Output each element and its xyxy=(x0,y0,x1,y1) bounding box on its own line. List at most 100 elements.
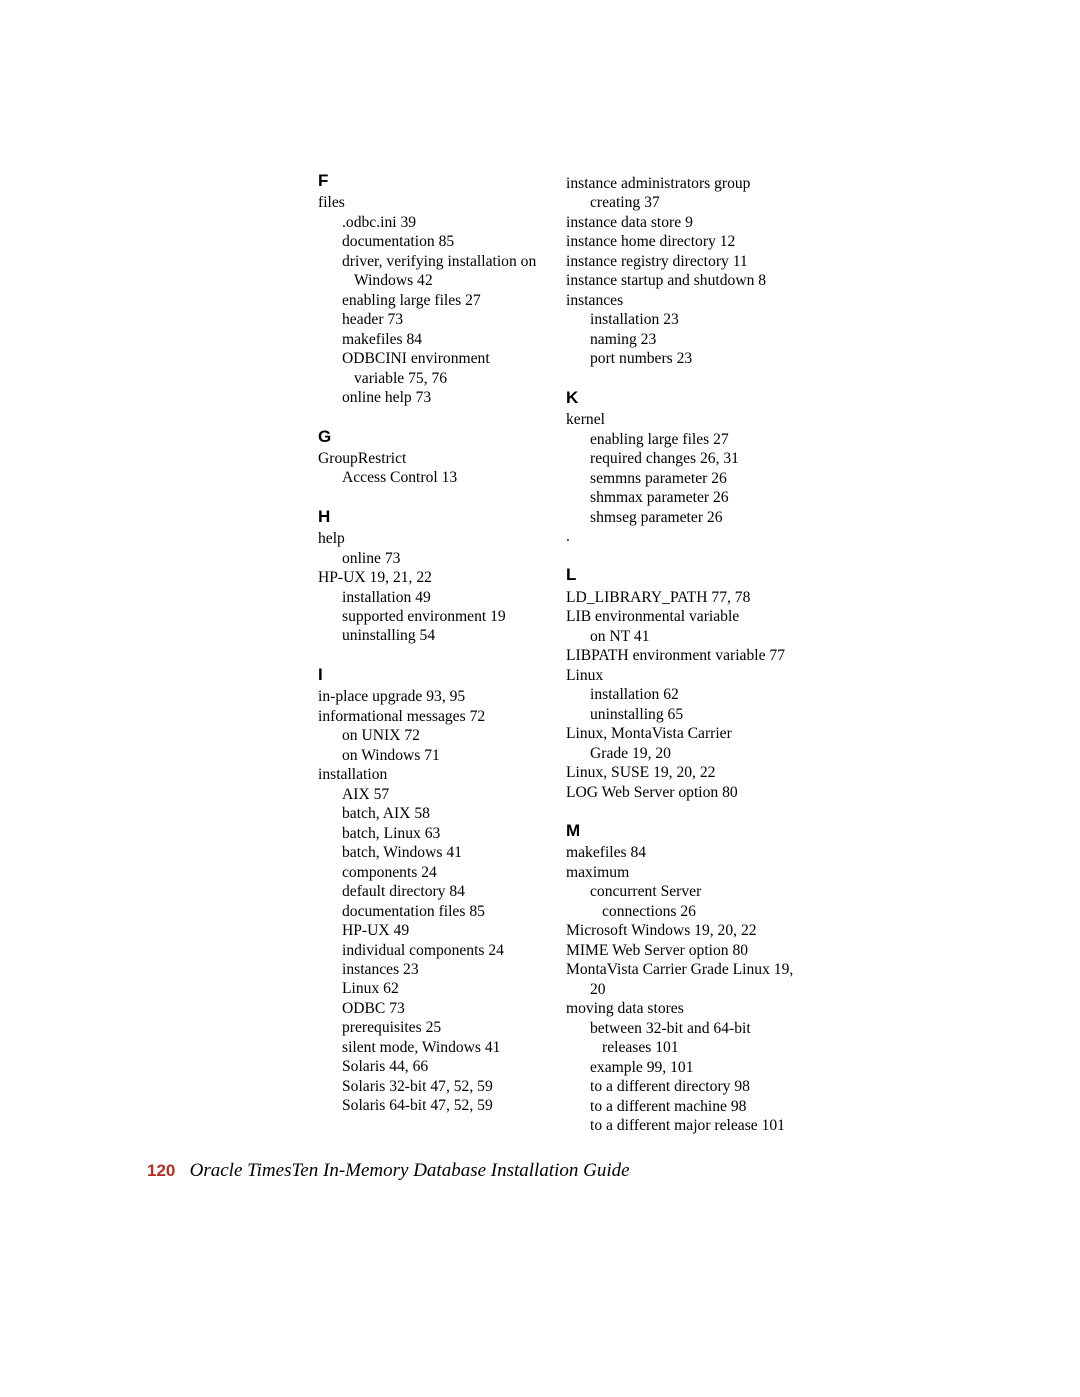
index-entry[interactable]: Access Control 13 xyxy=(342,468,546,487)
index-entry[interactable]: shmmax parameter 26 xyxy=(590,488,794,507)
section-letter-k: K xyxy=(566,387,794,408)
index-entry[interactable]: between 32-bit and 64-bit xyxy=(590,1019,794,1038)
index-entry[interactable]: AIX 57 xyxy=(342,785,546,804)
index-entry[interactable]: driver, verifying installation on xyxy=(342,252,546,271)
index-entry[interactable]: moving data stores xyxy=(566,999,794,1018)
index-entry[interactable]: installation 23 xyxy=(590,310,794,329)
index-entry[interactable]: Solaris 64-bit 47, 52, 59 xyxy=(342,1096,546,1115)
index-entry[interactable]: variable 75, 76 xyxy=(354,369,546,388)
index-entry[interactable]: creating 37 xyxy=(590,193,794,212)
index-entry[interactable]: 20 xyxy=(590,980,794,999)
index-entry[interactable]: GroupRestrict xyxy=(318,449,546,468)
section-f-entries: files .odbc.ini 39 documentation 85 driv… xyxy=(318,193,546,407)
footer-title: Oracle TimesTen In-Memory Database Insta… xyxy=(190,1160,630,1181)
index-entry[interactable]: in-place upgrade 93, 95 xyxy=(318,687,546,706)
section-letter-m: M xyxy=(566,820,794,841)
index-entry[interactable]: concurrent Server xyxy=(590,882,794,901)
index-entry[interactable]: instance registry directory 11 xyxy=(566,252,794,271)
index-entry[interactable]: shmseg parameter 26 xyxy=(590,508,794,527)
index-entry[interactable]: instance data store 9 xyxy=(566,213,794,232)
index-entry[interactable]: makefiles 84 xyxy=(342,330,546,349)
index-entry[interactable]: Microsoft Windows 19, 20, 22 xyxy=(566,921,794,940)
section-h-entries: help online 73 HP-UX 19, 21, 22 installa… xyxy=(318,529,546,646)
index-entry[interactable]: semmns parameter 26 xyxy=(590,469,794,488)
index-entry[interactable]: instance home directory 12 xyxy=(566,232,794,251)
index-entry[interactable]: MIME Web Server option 80 xyxy=(566,941,794,960)
index-entry[interactable]: to a different machine 98 xyxy=(590,1097,794,1116)
index-entry[interactable]: supported environment 19 xyxy=(342,607,546,626)
index-entry[interactable]: Linux, SUSE 19, 20, 22 xyxy=(566,763,794,782)
index-entry[interactable]: HP-UX 19, 21, 22 xyxy=(318,568,546,587)
index-entry[interactable]: LOG Web Server option 80 xyxy=(566,783,794,802)
index-entry[interactable]: online 73 xyxy=(342,549,546,568)
index-entry[interactable]: naming 23 xyxy=(590,330,794,349)
index-columns: F files .odbc.ini 39 documentation 85 dr… xyxy=(0,170,1080,1136)
index-entry[interactable]: individual components 24 xyxy=(342,941,546,960)
index-entry[interactable]: releases 101 xyxy=(602,1038,794,1057)
index-entry[interactable]: documentation 85 xyxy=(342,232,546,251)
index-entry[interactable]: on Windows 71 xyxy=(342,746,546,765)
section-letter-f: F xyxy=(318,170,546,191)
index-entry[interactable]: on NT 41 xyxy=(590,627,794,646)
index-entry[interactable]: .odbc.ini 39 xyxy=(342,213,546,232)
index-entry[interactable]: Solaris 32-bit 47, 52, 59 xyxy=(342,1077,546,1096)
index-entry[interactable]: enabling large files 27 xyxy=(342,291,546,310)
index-entry[interactable]: instances 23 xyxy=(342,960,546,979)
section-i-entries: in-place upgrade 93, 95 informational me… xyxy=(318,687,546,1116)
index-entry[interactable]: example 99, 101 xyxy=(590,1058,794,1077)
index-entry[interactable]: batch, Windows 41 xyxy=(342,843,546,862)
index-entry[interactable]: Linux, MontaVista Carrier xyxy=(566,724,794,743)
index-entry[interactable]: LIB environmental variable xyxy=(566,607,794,626)
index-entry[interactable]: instance administrators group xyxy=(566,174,794,193)
index-entry[interactable]: default directory 84 xyxy=(342,882,546,901)
section-letter-i: I xyxy=(318,664,546,685)
index-entry[interactable]: ODBC 73 xyxy=(342,999,546,1018)
index-entry[interactable]: installation 62 xyxy=(590,685,794,704)
index-entry[interactable]: batch, Linux 63 xyxy=(342,824,546,843)
page-footer: 120 Oracle TimesTen In-Memory Database I… xyxy=(147,1160,630,1182)
index-entry[interactable]: LIBPATH environment variable 77 xyxy=(566,646,794,665)
index-page: F files .odbc.ini 39 documentation 85 dr… xyxy=(0,0,1080,1397)
index-entry[interactable]: connections 26 xyxy=(602,902,794,921)
index-entry[interactable]: HP-UX 49 xyxy=(342,921,546,940)
index-entry[interactable]: documentation files 85 xyxy=(342,902,546,921)
section-letter-l: L xyxy=(566,564,794,585)
index-entry[interactable]: uninstalling 54 xyxy=(342,626,546,645)
index-entry[interactable]: to a different directory 98 xyxy=(590,1077,794,1096)
page-number: 120 xyxy=(147,1161,175,1180)
index-entry[interactable]: port numbers 23 xyxy=(590,349,794,368)
index-entry[interactable]: batch, AIX 58 xyxy=(342,804,546,823)
index-entry[interactable]: maximum xyxy=(566,863,794,882)
index-entry[interactable]: required changes 26, 31 xyxy=(590,449,794,468)
index-entry[interactable]: kernel xyxy=(566,410,794,429)
index-entry[interactable]: to a different major release 101 xyxy=(590,1116,794,1135)
index-entry[interactable]: installation 49 xyxy=(342,588,546,607)
index-entry[interactable]: help xyxy=(318,529,546,548)
index-entry[interactable]: instances xyxy=(566,291,794,310)
section-g-entries: GroupRestrict Access Control 13 xyxy=(318,449,546,488)
index-entry[interactable]: components 24 xyxy=(342,863,546,882)
index-entry[interactable]: Solaris 44, 66 xyxy=(342,1057,546,1076)
index-entry[interactable]: uninstalling 65 xyxy=(590,705,794,724)
index-entry[interactable]: Linux 62 xyxy=(342,979,546,998)
index-entry[interactable]: Grade 19, 20 xyxy=(590,744,794,763)
index-entry[interactable]: instance startup and shutdown 8 xyxy=(566,271,794,290)
index-entry[interactable]: enabling large files 27 xyxy=(590,430,794,449)
section-letter-h: H xyxy=(318,506,546,527)
index-entry[interactable]: informational messages 72 xyxy=(318,707,546,726)
index-entry[interactable]: makefiles 84 xyxy=(566,843,794,862)
index-column-left: F files .odbc.ini 39 documentation 85 dr… xyxy=(318,170,546,1136)
index-entry[interactable]: Windows 42 xyxy=(354,271,546,290)
index-entry[interactable]: prerequisites 25 xyxy=(342,1018,546,1037)
index-entry[interactable]: online help 73 xyxy=(342,388,546,407)
index-entry[interactable]: LD_LIBRARY_PATH 77, 78 xyxy=(566,588,794,607)
index-entry[interactable]: Linux xyxy=(566,666,794,685)
index-entry[interactable]: header 73 xyxy=(342,310,546,329)
index-entry[interactable]: MontaVista Carrier Grade Linux 19, xyxy=(566,960,794,979)
index-entry[interactable]: files xyxy=(318,193,546,212)
section-m-entries: makefiles 84 maximum concurrent Server c… xyxy=(566,843,794,1135)
index-entry[interactable]: ODBCINI environment xyxy=(342,349,546,368)
index-entry[interactable]: on UNIX 72 xyxy=(342,726,546,745)
index-entry[interactable]: installation xyxy=(318,765,546,784)
index-entry[interactable]: silent mode, Windows 41 xyxy=(342,1038,546,1057)
